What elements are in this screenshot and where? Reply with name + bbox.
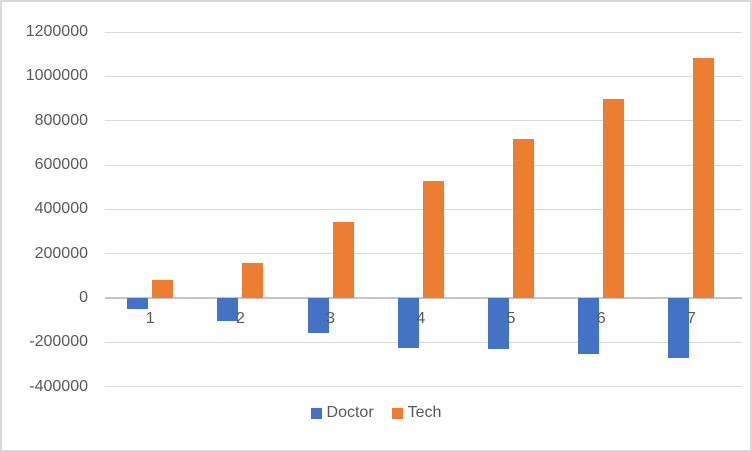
y-tick-label: 1000000 — [25, 67, 88, 85]
bar-doctor-4 — [397, 298, 419, 348]
bar-doctor-7 — [668, 298, 690, 359]
x-axis-zero-line — [105, 297, 742, 300]
bar-doctor-3 — [307, 298, 329, 334]
y-tick-label: -200000 — [29, 333, 88, 351]
bar-tech-7 — [693, 57, 715, 298]
bar-doctor-2 — [217, 298, 239, 322]
bar-doctor-5 — [488, 298, 509, 350]
x-tick-label: 4 — [416, 310, 426, 327]
x-tick-label: 7 — [686, 310, 696, 327]
bar-tech-4 — [422, 180, 444, 298]
y-tick-label: 1200000 — [25, 23, 88, 40]
y-gridline — [105, 386, 742, 388]
x-tick-label: 6 — [596, 310, 606, 327]
x-tick-label: 3 — [326, 310, 336, 327]
legend-label: Doctor — [326, 404, 374, 421]
bar-tech-3 — [332, 221, 354, 298]
y-tick-label: 400000 — [34, 200, 88, 218]
legend-label: Tech — [407, 404, 442, 421]
x-tick-label: 1 — [145, 310, 155, 327]
bar-doctor-1 — [127, 298, 149, 310]
legend-swatch-icon — [391, 407, 403, 419]
y-tick-label: 0 — [79, 289, 88, 307]
legend: Doctor Tech — [2, 405, 750, 421]
legend-swatch-icon — [310, 407, 322, 419]
bar-tech-2 — [242, 262, 264, 299]
y-tick-label: 600000 — [34, 156, 88, 173]
y-tick-label: -400000 — [29, 377, 88, 395]
y-gridline — [105, 75, 742, 77]
legend-item-doctor: Doctor — [310, 404, 374, 421]
y-tick-label: 200000 — [34, 244, 88, 262]
x-tick-label: 2 — [235, 310, 245, 327]
bar-tech-1 — [152, 280, 174, 299]
y-gridline — [105, 341, 742, 343]
y-gridline — [105, 31, 742, 33]
bar-tech-6 — [603, 99, 625, 298]
y-gridline — [105, 164, 742, 166]
x-tick-label: 5 — [506, 310, 516, 327]
bar-tech-5 — [513, 138, 534, 299]
legend-item-tech: Tech — [391, 404, 442, 421]
y-gridline — [105, 120, 742, 122]
bar-doctor-6 — [578, 298, 600, 355]
y-tick-label: 800000 — [34, 111, 88, 129]
